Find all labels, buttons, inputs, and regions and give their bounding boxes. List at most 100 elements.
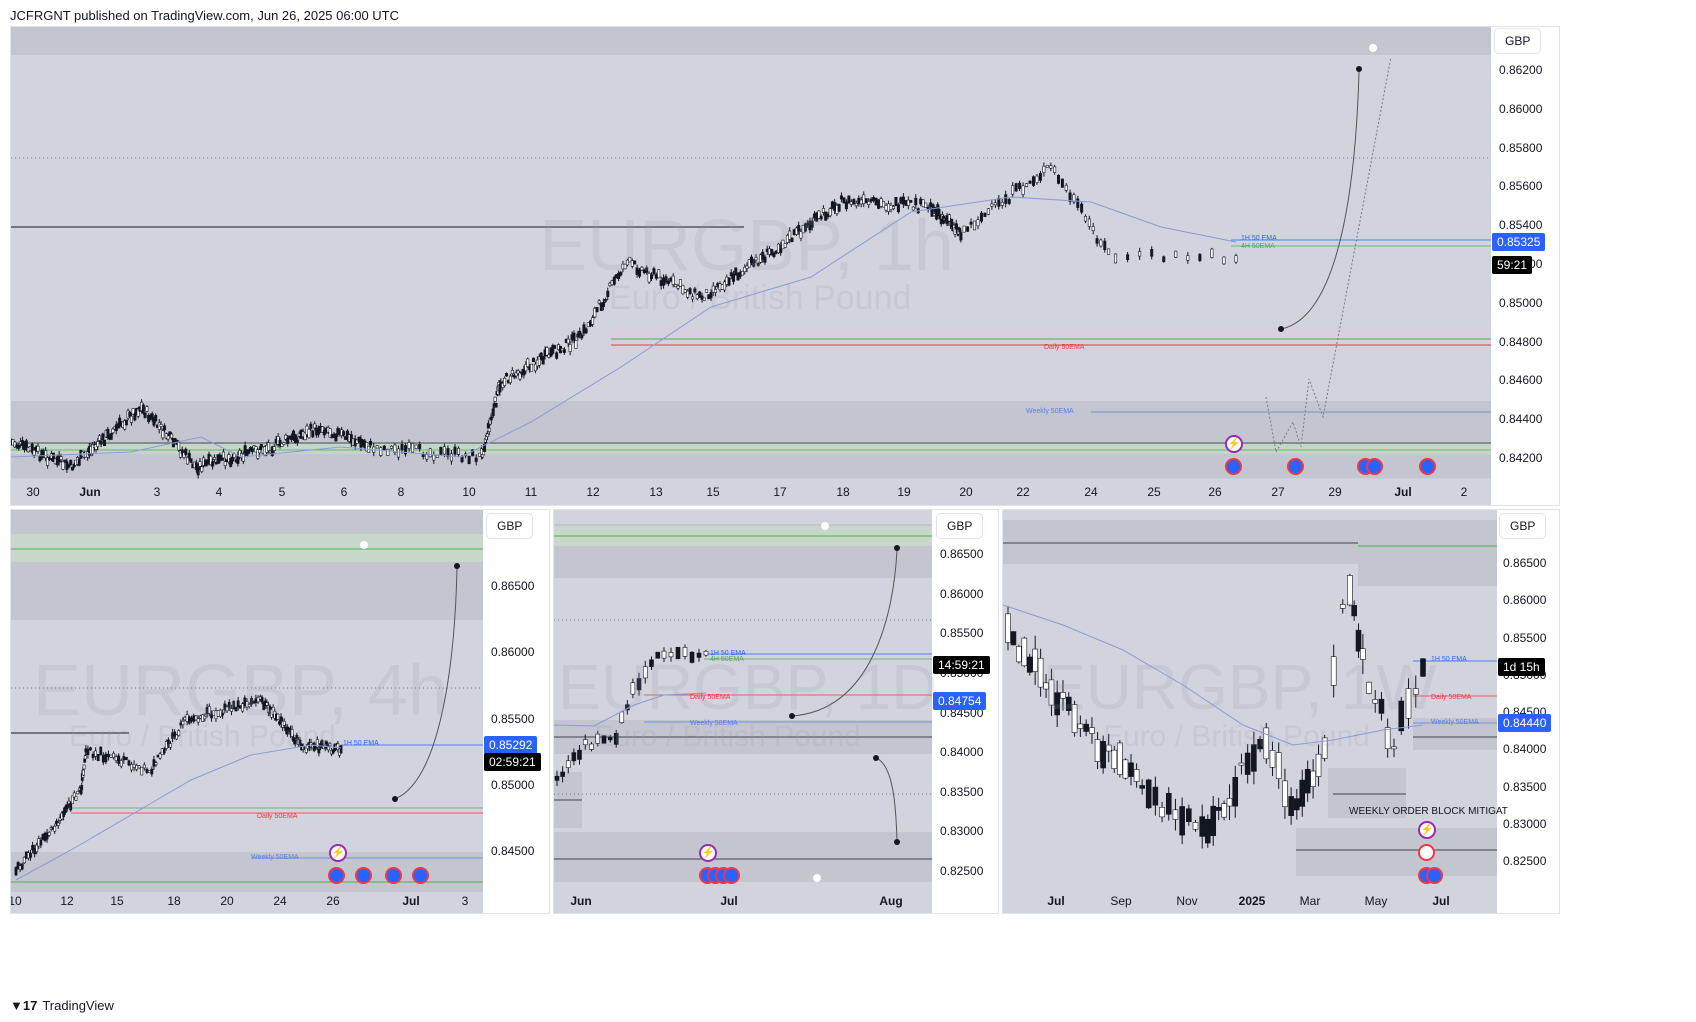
candle: [109, 433, 113, 440]
candle: [328, 743, 332, 747]
candle: [284, 434, 288, 440]
price-label: 0.86000: [1503, 593, 1547, 608]
candle: [133, 413, 137, 421]
countdown-tag: 14:59:21: [933, 656, 990, 674]
candle: [260, 697, 264, 703]
currency-button[interactable]: GBP: [487, 514, 533, 538]
event-icon[interactable]: [1287, 458, 1304, 475]
currency-button[interactable]: GBP: [1500, 514, 1546, 538]
candle: [1054, 692, 1060, 716]
candle: [1199, 816, 1205, 837]
price-label: 0.85500: [1503, 630, 1547, 645]
candle: [676, 285, 680, 289]
candle: [342, 431, 346, 436]
candle: [211, 461, 215, 467]
flag-icon[interactable]: [1418, 844, 1435, 861]
arrow-start: [1278, 326, 1284, 332]
candle: [82, 764, 86, 770]
bolt-icon[interactable]: ⚡: [329, 844, 347, 862]
candle: [582, 739, 588, 746]
chart-canvas-1h[interactable]: [11, 27, 1559, 505]
chart-pane-1h[interactable]: EURGBP, 1h Euro / British Pound GBP 0.86…: [10, 26, 1560, 506]
candle: [906, 199, 910, 206]
event-icon[interactable]: [1225, 458, 1242, 475]
watermark-name: Euro / British Pound: [1103, 720, 1370, 753]
event-icon[interactable]: [1366, 458, 1383, 475]
candle: [102, 439, 106, 446]
event-icon[interactable]: [412, 867, 429, 884]
candle: [189, 458, 193, 463]
candle: [566, 338, 570, 344]
chart-pane-1d[interactable]: EURGBP, 1D Euro / British Pound GBP 0.86…: [553, 509, 999, 914]
currency-button[interactable]: GBP: [937, 514, 983, 538]
currency-button[interactable]: GBP: [1495, 29, 1541, 53]
candle: [124, 419, 128, 426]
time-label: Jun: [79, 485, 101, 499]
candle: [31, 845, 34, 851]
ema-1h-label: 1H 50 EMA: [343, 740, 379, 747]
candle: [803, 223, 807, 232]
candle: [315, 739, 319, 748]
candle: [1299, 779, 1306, 807]
event-icon[interactable]: [385, 867, 402, 884]
chart-canvas-1w[interactable]: [1003, 510, 1559, 913]
candle: [1122, 759, 1129, 779]
candle: [56, 822, 60, 826]
event-icon[interactable]: [1426, 867, 1443, 884]
candle: [135, 765, 139, 770]
candle: [1042, 166, 1046, 173]
candle: [1360, 648, 1366, 660]
time-label: 11: [524, 485, 538, 499]
candle: [847, 195, 851, 204]
time-label: 18: [836, 485, 850, 499]
candle: [969, 221, 973, 225]
price-label: 0.84600: [1499, 373, 1543, 388]
bolt-icon[interactable]: ⚡: [1225, 435, 1243, 453]
time-label: 29: [1328, 485, 1342, 499]
candle: [604, 298, 608, 302]
bolt-icon[interactable]: ⚡: [699, 844, 717, 862]
event-icon[interactable]: [328, 867, 345, 884]
candle: [276, 713, 280, 720]
candle: [47, 832, 51, 836]
chart-pane-1w[interactable]: EURGBP, 1W Euro / British Pound GBP 0.86…: [1002, 509, 1560, 914]
candle: [1339, 604, 1346, 609]
candle: [129, 415, 133, 423]
event-icon[interactable]: [1419, 458, 1436, 475]
price-label: 0.86000: [491, 645, 535, 660]
candle: [143, 412, 147, 418]
candle: [734, 267, 738, 276]
candle: [1321, 737, 1328, 759]
candle: [112, 753, 115, 758]
candle: [200, 466, 204, 472]
candle: [601, 301, 605, 307]
candle: [584, 328, 588, 334]
candle: [241, 453, 245, 462]
clock-icon: [821, 522, 829, 530]
chart-canvas-4h[interactable]: [11, 510, 549, 913]
candle: [97, 435, 101, 441]
candle: [1048, 679, 1055, 706]
candle: [783, 243, 787, 248]
bolt-icon[interactable]: ⚡: [1418, 821, 1436, 839]
watermark-symbol: EURGBP, 4h: [33, 651, 448, 731]
candle: [983, 212, 987, 217]
candle: [96, 441, 100, 447]
candle: [1238, 762, 1245, 766]
event-icon[interactable]: [723, 867, 740, 884]
candle: [819, 216, 823, 220]
order-block-note: WEEKLY ORDER BLOCK MITIGAT: [1349, 806, 1508, 817]
candle: [61, 460, 65, 470]
candle: [743, 266, 747, 272]
chart-canvas-1d[interactable]: [554, 510, 998, 913]
candle: [1007, 199, 1011, 204]
chart-pane-4h[interactable]: EURGBP, 4h Euro / British Pound GBP 0.86…: [10, 509, 550, 914]
candle: [859, 199, 863, 205]
candle: [1037, 657, 1044, 688]
time-label: Mar: [1299, 894, 1321, 908]
candle: [688, 288, 692, 294]
event-icon[interactable]: [355, 867, 372, 884]
price-label: 0.82500: [1503, 854, 1547, 868]
candle: [203, 715, 207, 719]
candle: [1186, 808, 1192, 822]
